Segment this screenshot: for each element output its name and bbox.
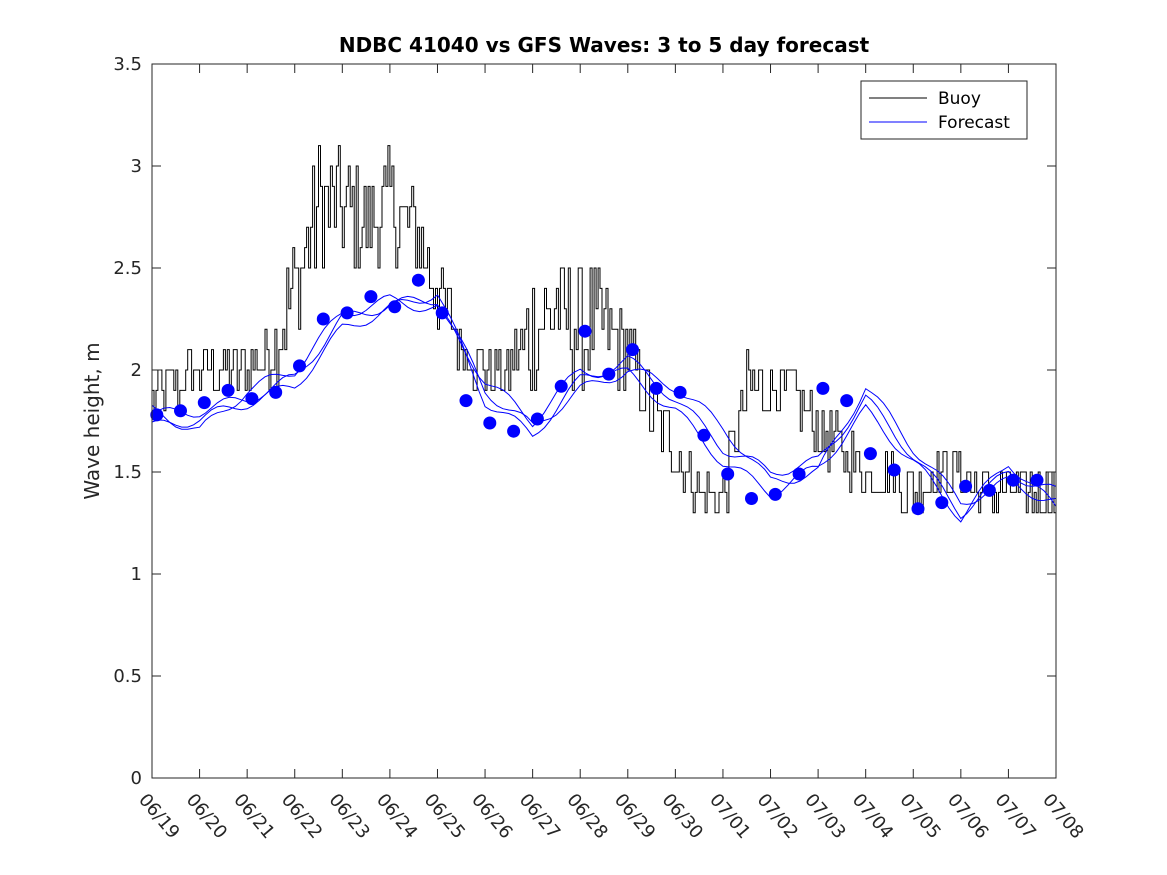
forecast-marker bbox=[673, 385, 687, 399]
forecast-marker bbox=[269, 385, 283, 399]
plot-frame bbox=[151, 63, 1057, 779]
legend-forecast-label: Forecast bbox=[938, 113, 1010, 133]
x-tick-label: 07/01 bbox=[705, 790, 754, 843]
y-axis-label: Wave height, m bbox=[80, 342, 104, 499]
x-tick-label: 06/26 bbox=[467, 790, 516, 843]
forecast-marker bbox=[935, 496, 949, 510]
forecast-marker bbox=[840, 394, 854, 408]
x-tick-label: 06/22 bbox=[277, 790, 326, 843]
forecast-marker bbox=[578, 324, 592, 338]
forecast-marker bbox=[1006, 473, 1020, 487]
y-axis: 0 0.5 1 1.5 2 2.5 3 3.5 bbox=[113, 54, 1056, 789]
x-tick-label: 06/20 bbox=[182, 790, 231, 843]
forecast-marker bbox=[340, 306, 354, 320]
x-tick-label: 06/19 bbox=[134, 790, 183, 843]
forecast-marker bbox=[768, 487, 782, 501]
legend: Buoy Forecast bbox=[860, 80, 1028, 140]
forecast-marker bbox=[197, 396, 211, 410]
y-tick-label: 0.5 bbox=[113, 666, 142, 687]
y-tick-label: 2.5 bbox=[113, 258, 142, 279]
y-tick-label: 2 bbox=[131, 360, 142, 381]
x-tick-label: 07/05 bbox=[895, 790, 944, 843]
chart-title: NDBC 41040 vs GFS Waves: 3 to 5 day fore… bbox=[339, 33, 870, 57]
x-tick-label: 06/27 bbox=[515, 790, 564, 843]
forecast-marker bbox=[221, 383, 235, 397]
forecast-marker bbox=[649, 381, 663, 395]
x-tick-label: 06/28 bbox=[562, 790, 611, 843]
y-tick-label: 3 bbox=[131, 156, 142, 177]
forecast-marker bbox=[150, 408, 164, 422]
forecast-marker bbox=[697, 428, 711, 442]
forecast-marker bbox=[530, 412, 544, 426]
x-tick-label: 06/21 bbox=[229, 790, 278, 843]
forecast-marker bbox=[245, 392, 259, 406]
forecast-marker bbox=[388, 300, 402, 314]
x-tick-label: 06/29 bbox=[610, 790, 659, 843]
x-tick-label: 06/23 bbox=[324, 790, 373, 843]
forecast-marker bbox=[863, 447, 877, 461]
forecast-marker bbox=[959, 479, 973, 493]
forecast-marker bbox=[554, 379, 568, 393]
legend-buoy-label: Buoy bbox=[938, 89, 981, 109]
forecast-marker bbox=[507, 424, 521, 438]
forecast-marker bbox=[411, 273, 425, 287]
forecast-marker bbox=[483, 416, 497, 430]
forecast-marker bbox=[316, 312, 330, 326]
forecast-marker bbox=[982, 483, 996, 497]
forecast-marker bbox=[816, 381, 830, 395]
x-tick-label: 07/04 bbox=[848, 790, 897, 843]
y-tick-label: 1 bbox=[131, 564, 142, 585]
y-tick-label: 0 bbox=[131, 768, 142, 789]
forecast-marker bbox=[911, 502, 925, 516]
x-tick-label: 07/06 bbox=[943, 790, 992, 843]
y-tick-label: 1.5 bbox=[113, 462, 142, 483]
legend-box bbox=[860, 80, 1028, 140]
x-tick-label: 07/02 bbox=[753, 790, 802, 843]
forecast-marker bbox=[364, 290, 378, 304]
x-tick-label: 07/07 bbox=[991, 790, 1040, 843]
forecast-marker bbox=[1030, 473, 1044, 487]
forecast-marker bbox=[626, 343, 639, 357]
x-tick-label: 06/24 bbox=[372, 790, 421, 843]
forecast-marker bbox=[459, 394, 473, 408]
x-tick-label: 07/08 bbox=[1038, 790, 1087, 843]
forecast-marker bbox=[792, 467, 806, 481]
x-tick-label: 06/30 bbox=[658, 790, 707, 843]
x-axis: 06/1906/2006/2106/2206/2306/2406/2506/26… bbox=[134, 64, 1088, 843]
forecast-marker bbox=[887, 463, 901, 477]
forecast-marker bbox=[745, 492, 758, 505]
y-tick-label: 3.5 bbox=[113, 54, 142, 75]
x-tick-label: 06/25 bbox=[420, 790, 469, 843]
forecast-marker bbox=[721, 467, 735, 481]
forecast-marker bbox=[174, 404, 187, 418]
forecast-marker bbox=[435, 306, 449, 320]
plot-area bbox=[150, 145, 1057, 523]
forecast-marker bbox=[602, 367, 616, 381]
x-tick-label: 07/03 bbox=[800, 790, 849, 843]
forecast-marker bbox=[293, 359, 306, 373]
buoy-series bbox=[152, 145, 1057, 514]
